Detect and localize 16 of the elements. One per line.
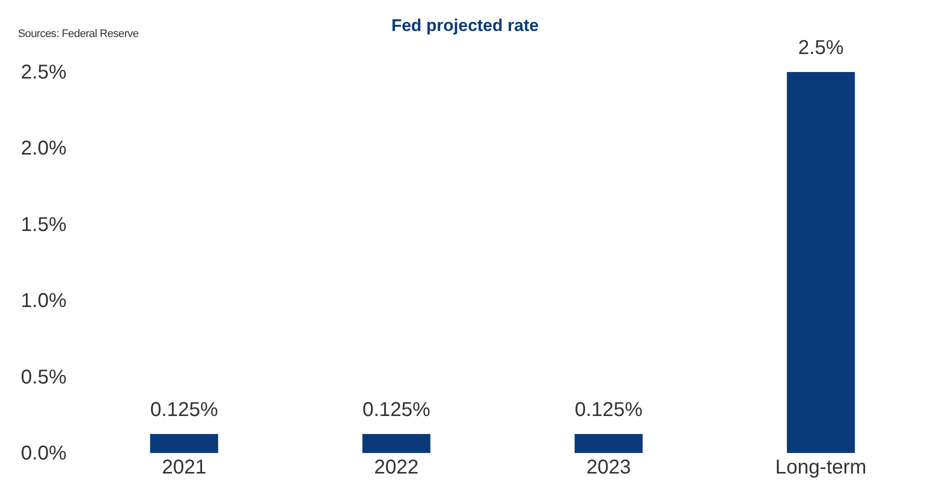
chart-title: Fed projected rate — [390, 16, 540, 36]
x-tick-label: 2023 — [586, 456, 631, 478]
data-label: 0.125% — [150, 398, 218, 421]
y-tick-label: 2.5% — [20, 62, 67, 84]
y-tick-label: 1.5% — [20, 214, 67, 236]
data-label: 0.125% — [574, 398, 643, 421]
y-tick-label: 1.0% — [20, 290, 67, 312]
y-tick-label: 0.5% — [20, 366, 67, 388]
y-tick-label: 0.0% — [20, 442, 67, 464]
data-label: 0.125% — [362, 398, 430, 421]
x-tick-label: 2021 — [162, 456, 206, 478]
data-label: 2.5% — [798, 37, 844, 59]
x-tick-label: Long-term — [775, 456, 866, 478]
source-note: Sources: Federal Reserve — [18, 28, 139, 40]
x-tick-label: 2022 — [374, 456, 419, 478]
y-tick-label: 2.0% — [20, 138, 67, 160]
